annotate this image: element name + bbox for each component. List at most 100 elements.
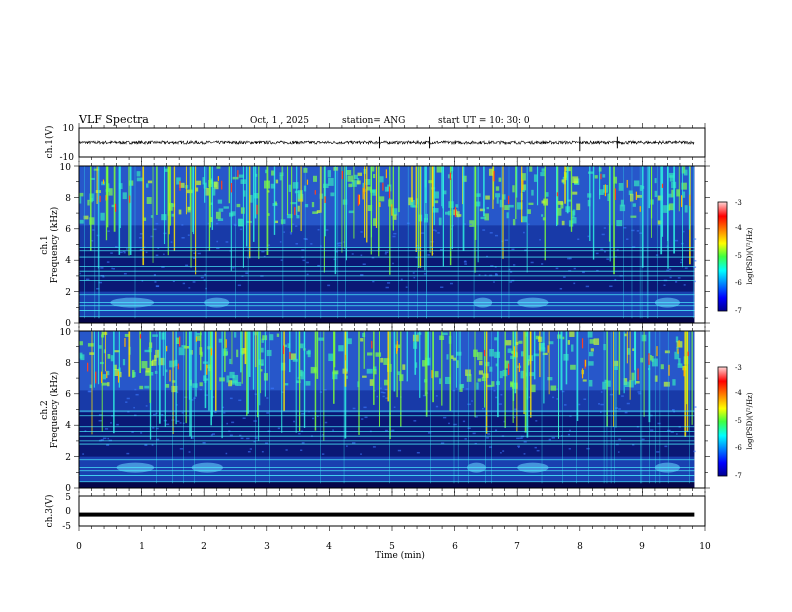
spectrogram-speckle [107, 353, 111, 359]
spectrogram-speckle [345, 445, 348, 447]
spectrogram-speckle [531, 189, 534, 196]
spectrogram-speckle [668, 172, 675, 178]
spectrogram-hotspot [344, 354, 347, 361]
spectrogram-speckle [656, 451, 660, 453]
spectrogram-hotspot [179, 336, 181, 347]
spectrogram-speckle [435, 405, 439, 408]
spectrogram-speckle [428, 180, 434, 184]
spectrogram-speckle [138, 237, 142, 239]
spectrogram-speckle [533, 353, 539, 357]
spectrogram-speckle [464, 260, 467, 262]
spectrogram-speckle [639, 232, 643, 234]
spectrogram-speckle [582, 271, 585, 274]
spectrogram-speckle [274, 220, 279, 224]
spectrogram-speckle [158, 357, 165, 366]
spectrogram-speckle [161, 214, 167, 221]
ch1-waveform-panel: 10 -10 ch.1(V) [44, 124, 706, 163]
spectrogram-speckle [521, 173, 526, 181]
spectrogram-speckle [480, 216, 487, 220]
spectrogram-speckle [102, 374, 106, 380]
spectrogram-speckle [500, 451, 502, 454]
spectrogram-speckle [190, 437, 194, 439]
spectrogram-speckle [521, 216, 528, 223]
spectrogram-speckle [569, 257, 572, 260]
ch1-colorbar: -3 -4 -5 -6 -7 log(PSD)(V²/Hz) [717, 199, 754, 315]
spectrogram-speckle [284, 383, 289, 386]
spectrogram-speckle [153, 413, 156, 416]
spectrogram-speckle [561, 220, 565, 226]
spectrogram-speckle [603, 343, 606, 351]
spectrogram-speckle [540, 172, 546, 177]
spec1-ytick-4: 4 [65, 256, 71, 266]
spectrogram-speckle [263, 255, 266, 258]
spectrogram-hotspot [385, 169, 387, 179]
spectrogram-speckle [365, 179, 371, 185]
spectrogram-speckle [678, 358, 681, 365]
spectrogram-band [79, 247, 695, 292]
xtick-label-8: 8 [577, 542, 583, 552]
spectrogram-speckle [352, 407, 356, 410]
spectrogram-speckle [195, 335, 201, 341]
spectrogram-speckle [193, 257, 196, 260]
spec1-ytick-0: 0 [65, 319, 71, 329]
spectrogram-speckle [199, 382, 203, 387]
spectrogram-speckle [683, 284, 686, 286]
spectrogram-speckle [623, 378, 628, 385]
spectrogram-speckle [450, 282, 453, 285]
spectrogram-speckle [293, 420, 295, 423]
spectrogram-speckle [539, 239, 541, 241]
spectrogram-speckle [100, 267, 104, 269]
spectrogram-speckle [668, 193, 672, 198]
spectrogram-speckle [557, 334, 562, 339]
spectrogram-hotspot [314, 190, 316, 195]
spectrogram-speckle [151, 359, 157, 366]
spectrogram-speckle [638, 392, 642, 395]
spectrogram-speckle [363, 406, 367, 409]
spectrogram-speckle [196, 332, 202, 336]
spectrogram-band [79, 456, 695, 482]
spectrogram-speckle [295, 225, 298, 227]
spectrogram-hotspot [493, 170, 495, 182]
spectrogram-speckle [607, 193, 611, 202]
spectrogram-speckle [122, 359, 126, 366]
spectrogram-speckle [234, 332, 237, 338]
spectrogram-speckle [150, 215, 153, 218]
spectrogram-speckle [362, 375, 367, 378]
spectrogram-speckle [439, 378, 442, 385]
spectrogram-speckle [555, 388, 559, 390]
spectrogram-hotspot [522, 179, 524, 191]
spectrogram-speckle [305, 381, 311, 386]
spectrogram-speckle [519, 437, 523, 439]
spectrogram-speckle [651, 358, 658, 367]
spectrogram-speckle [139, 233, 144, 235]
spectrogram-hotspot [677, 348, 679, 354]
spectrogram-speckle [161, 413, 164, 416]
spectrogram-speckle [504, 360, 510, 369]
spectrogram-speckle [106, 261, 110, 263]
xtick-label-2: 2 [201, 542, 207, 552]
spectrogram-speckle [632, 203, 636, 207]
spectrogram-speckle [606, 258, 610, 260]
spectrogram-speckle [96, 287, 100, 290]
spectrogram-speckle [226, 375, 230, 383]
spectrogram-speckle [598, 167, 602, 172]
spectrogram-speckle [89, 217, 95, 225]
spectrogram-speckle [456, 360, 459, 368]
spectrogram-speckle [520, 370, 525, 379]
spectrogram-speckle [627, 348, 631, 355]
spectrogram-speckle [631, 229, 635, 232]
spectrogram-speckle [626, 402, 630, 405]
spectrogram-speckle [440, 286, 444, 289]
spectrogram-hotspot [687, 351, 689, 356]
spectrogram-speckle [176, 391, 179, 394]
spectrogram-speckle [118, 371, 122, 378]
spectrogram-speckle [423, 273, 427, 275]
time-axis-ticks [74, 123, 710, 531]
spectrogram-speckle [226, 422, 229, 425]
spectrogram-speckle [134, 414, 137, 417]
spectrogram-speckle [210, 202, 213, 205]
spectrogram-speckle [372, 173, 376, 179]
spectrogram-nodata-region [694, 166, 705, 323]
spectrogram-speckle [573, 282, 576, 285]
spectrogram-speckle [261, 250, 265, 253]
